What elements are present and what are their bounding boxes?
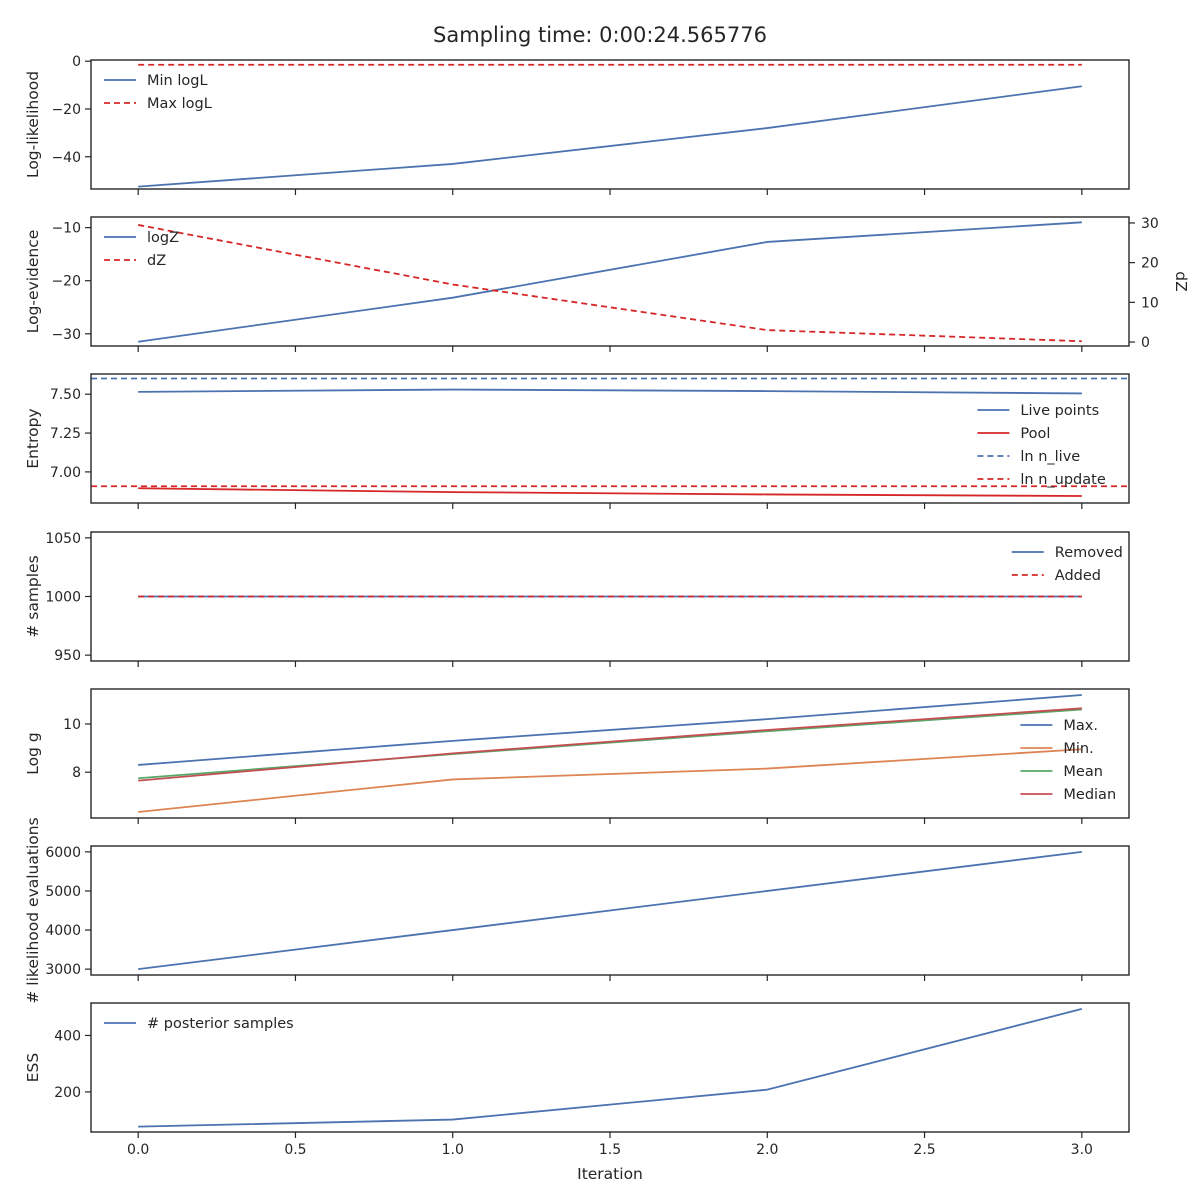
y-tick-label: −30: [51, 327, 81, 343]
legend-label: Added: [1055, 568, 1101, 584]
y-tick-label: 5000: [45, 884, 81, 900]
y-tick-label: 1000: [45, 590, 81, 606]
legend-label: ln n_live: [1020, 449, 1080, 465]
y-axis-label: Log-likelihood: [24, 71, 42, 178]
y-axis-label: Entropy: [24, 408, 42, 468]
panel-ess: 0.0 0.5 1.0 1.5 2.0 2.5 3.0 400 200 ESS # posterio…: [24, 1002, 1130, 1158]
y-tick-label: 200: [54, 1085, 81, 1101]
series-group: [138, 694, 1082, 813]
right-y-tick-label: 0: [1141, 335, 1150, 351]
y-tick-label: −20: [51, 274, 81, 290]
y-axis-label: Log-evidence: [24, 230, 42, 334]
y-tick-label: −40: [51, 150, 81, 166]
legend-label: Median: [1063, 787, 1116, 803]
y-axis-label: # samples: [24, 555, 42, 637]
legend-label: Live points: [1020, 403, 1099, 419]
figure-title: Sampling time: 0:00:24.565776: [433, 23, 767, 47]
x-tick-label: 1.5: [599, 1142, 621, 1158]
legend-label: Mean: [1063, 764, 1103, 780]
right-y-tick-label: 20: [1141, 256, 1159, 272]
panel-samples: 1050 1000 950 # samples Removed Added: [24, 531, 1130, 667]
panel-likelihood_evaluations: 6000 5000 4000 3000# likelihood evaluations: [24, 817, 1130, 1004]
legend: Max. Min. Mean Median: [1020, 718, 1116, 803]
y-tick-label: 10: [63, 717, 81, 733]
axes-frame: [90, 688, 1130, 819]
legend-label: Removed: [1055, 545, 1123, 561]
panel-loglikelihood: 0 −20 −40 Log-likelihood Min logL Max logL: [24, 54, 1130, 195]
panel-logevidence: −10 −20 −30 Log-evidence 0 10 20 30 dZ logZ dZ: [24, 216, 1190, 352]
series-line-logevidence-0: [138, 221, 1082, 343]
series-line-logg-3: [138, 707, 1082, 782]
right-y-tick-label: 30: [1141, 216, 1159, 232]
legend-label: logZ: [147, 230, 179, 246]
legend-label: Min.: [1063, 741, 1093, 757]
y-tick-label: 7.50: [50, 387, 81, 403]
legend-label: Max logL: [147, 96, 212, 112]
panels: 0 −20 −40 Log-likelihood Min logL Max logL −10…: [24, 54, 1190, 1158]
series-line-logg-0: [138, 694, 1082, 766]
series-line-entropy-0: [138, 388, 1082, 395]
series-group: [138, 63, 1082, 188]
x-tick-label: 2.0: [756, 1142, 778, 1158]
series-line-logg-1: [138, 748, 1082, 813]
series-line-loglikelihood-0: [138, 85, 1082, 188]
x-tick-label: 0.5: [284, 1142, 306, 1158]
y-tick-label: 400: [54, 1028, 81, 1044]
legend-label: Pool: [1020, 426, 1050, 442]
y-tick-label: 7.00: [50, 465, 81, 481]
y-axis-label: Log g: [24, 732, 42, 774]
series-group: [138, 221, 1082, 343]
series-line-likelihood_evaluations-0: [138, 850, 1082, 971]
legend: # posterior samples: [104, 1016, 294, 1032]
y-axis-label: # likelihood evaluations: [24, 817, 42, 1003]
y-tick-label: 3000: [45, 962, 81, 978]
x-axis-label: Iteration: [577, 1165, 643, 1183]
panel-logg: 10 8 Log g Max. Min. Mean Median: [24, 688, 1130, 824]
x-tick-label: 0.0: [127, 1142, 149, 1158]
legend-label: # posterior samples: [147, 1016, 294, 1032]
y-tick-label: 1050: [45, 531, 81, 547]
y-tick-label: −20: [51, 102, 81, 118]
x-tick-label: 3.0: [1071, 1142, 1093, 1158]
series-group: [138, 1008, 1083, 1128]
legend-label: ln n_update: [1020, 472, 1105, 488]
y-tick-label: 7.25: [50, 426, 81, 442]
series-line-entropy-1: [138, 487, 1082, 497]
y-tick-label: 950: [54, 648, 81, 664]
legend: Removed Added: [1011, 545, 1123, 584]
y-tick-label: 6000: [45, 845, 81, 861]
legend-label: Min logL: [147, 73, 208, 89]
y-axis-label: ESS: [24, 1053, 42, 1082]
y-tick-label: 4000: [45, 923, 81, 939]
legend: Min logL Max logL: [104, 73, 212, 112]
y-tick-label: −10: [51, 221, 81, 237]
legend: logZ dZ: [104, 230, 179, 269]
right-y-tick-label: 10: [1141, 295, 1159, 311]
x-tick-label: 2.5: [913, 1142, 935, 1158]
right-y-axis-label: dZ: [1172, 271, 1190, 291]
legend-label: dZ: [147, 253, 166, 269]
series-line-logevidence-1: [138, 224, 1082, 343]
panel-entropy: 7.50 7.25 7.00 Entropy Live points Pool ln n_l…: [24, 373, 1130, 509]
axes-frame: [90, 59, 1130, 190]
series-group: [138, 850, 1082, 971]
legend-label: Max.: [1063, 718, 1098, 734]
series-line-ess-0: [138, 1008, 1083, 1128]
series-group: [91, 377, 1129, 497]
y-tick-label: 0: [72, 54, 81, 70]
x-tick-label: 1.0: [442, 1142, 464, 1158]
y-tick-label: 8: [72, 765, 81, 781]
